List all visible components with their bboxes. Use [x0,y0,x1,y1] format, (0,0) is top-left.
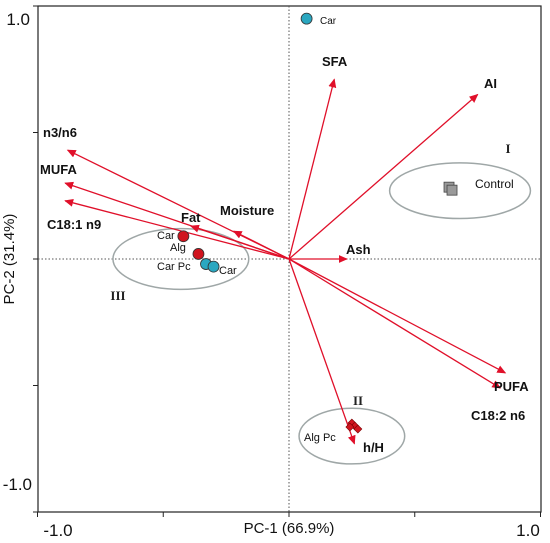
loading-label-ash: Ash [346,242,371,257]
loading-label-sfa: SFA [322,54,348,69]
loading-label-n3-n6: n3/n6 [43,125,77,140]
loading-arrow-moisture [232,230,290,260]
score-point-control [446,184,458,196]
score-point-alg-red [192,248,205,260]
x-tick-label: 1.0 [516,521,540,540]
score-label-car-pc: Car Pc [157,261,191,273]
loading-arrow-fat [189,224,290,260]
loading-label-moisture: Moisture [220,203,274,218]
score-point-alg-pc [345,422,355,432]
score-point-car-top [300,12,313,25]
loading-label-pufa: PUFA [494,379,529,394]
y-tick-label: 1.0 [6,10,30,29]
loading-label-h-h: h/H [363,440,384,455]
score-label-car-red: Car [157,230,175,242]
loading-arrow-c18-2-n6 [288,258,502,389]
loading-label-c18-1-n9: C18:1 n9 [47,217,101,232]
loading-label-fat: Fat [181,210,201,225]
loading-arrow-ai [288,93,479,260]
cluster-label-i: I [505,141,510,156]
x-axis-label: PC-1 (66.9%) [244,520,335,537]
score-label-car-blue: Car [219,265,237,277]
cluster-label-ii: II [353,393,363,408]
cluster-ellipse-i [388,162,532,220]
x-tick-label: -1.0 [43,521,72,540]
score-label-alg-pc: Alg Pc [304,432,336,444]
loading-label-mufa: MUFA [40,162,77,177]
score-label-car-top: Car [320,16,337,27]
loading-label-c18-2-n6: C18:2 n6 [471,408,525,423]
score-label-alg: Alg [170,242,186,254]
y-axis-label: PC-2 (31.4%) [1,214,18,305]
score-point-car-blue [207,260,220,273]
cluster-ellipse-ii [298,407,406,465]
loading-arrow-pufa [288,258,507,374]
cluster-ellipse-iii [112,227,250,291]
score-label-control: Control [475,177,514,191]
loading-arrow-h-h [288,258,356,445]
score-point-alg-pc [353,424,363,434]
cluster-label-iii: III [110,288,125,303]
loading-label-ai: AI [484,76,497,91]
score-point-car-red [177,230,190,243]
loading-arrow-c18-1-n9 [64,198,290,260]
loading-arrow-sfa [288,78,337,260]
y-tick-label: -1.0 [3,475,32,494]
